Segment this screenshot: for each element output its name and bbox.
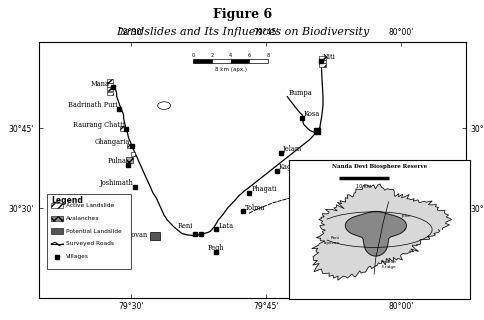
- Text: Villages: Villages: [66, 254, 89, 259]
- Text: Badrinath Puri: Badrinath Puri: [67, 101, 117, 109]
- Text: Mana: Mana: [91, 80, 110, 88]
- Text: 2: 2: [210, 53, 213, 58]
- Bar: [51, 216, 63, 221]
- Text: 4: 4: [228, 53, 232, 58]
- Bar: [106, 92, 113, 95]
- Text: Pulna: Pulna: [107, 157, 126, 165]
- Bar: [318, 63, 325, 67]
- Text: Reni: Reni: [177, 222, 192, 230]
- FancyBboxPatch shape: [47, 194, 130, 269]
- Text: Kaga: Kaga: [277, 163, 295, 171]
- Text: Joshimath: Joshimath: [99, 179, 133, 187]
- Text: Landslides and Its Influences on Biodiversity: Landslides and Its Influences on Biodive…: [116, 27, 368, 37]
- Bar: [130, 152, 135, 156]
- Text: Jona: Jona: [400, 214, 409, 218]
- Bar: [211, 59, 230, 63]
- Text: 6: 6: [247, 53, 251, 58]
- Bar: [106, 79, 113, 83]
- Text: Pegh: Pegh: [207, 244, 224, 252]
- Text: Surveyed Roads: Surveyed Roads: [66, 241, 114, 246]
- Text: Tapovan: Tapovan: [120, 231, 148, 239]
- Bar: [149, 232, 160, 240]
- Bar: [192, 59, 211, 63]
- Text: Legend: Legend: [51, 196, 83, 205]
- Bar: [318, 56, 325, 60]
- Text: Niti: Niti: [322, 53, 334, 61]
- Bar: [249, 59, 268, 63]
- Text: Bumpa: Bumpa: [288, 89, 312, 97]
- Bar: [318, 60, 325, 63]
- Text: 0: 0: [191, 53, 194, 58]
- Bar: [126, 157, 133, 163]
- Polygon shape: [311, 184, 451, 280]
- Bar: [106, 83, 113, 87]
- Text: Ghangaria: Ghangaria: [94, 138, 130, 146]
- Text: Active Landslide: Active Landslide: [66, 203, 114, 208]
- Text: Jelam: Jelam: [282, 145, 301, 153]
- Text: Avalanches: Avalanches: [66, 216, 99, 221]
- Text: Raurang Chatti: Raurang Chatti: [73, 121, 124, 129]
- Text: Figure 6: Figure 6: [212, 8, 272, 21]
- Bar: [120, 126, 125, 131]
- Text: Nanda Devi Biosphere Reserve: Nanda Devi Biosphere Reserve: [331, 164, 426, 169]
- Bar: [51, 203, 63, 208]
- Polygon shape: [345, 212, 406, 256]
- Text: Rindhar
F-ridge: Rindhar F-ridge: [380, 260, 396, 269]
- Bar: [106, 87, 113, 91]
- Bar: [51, 228, 63, 234]
- Text: Lata: Lata: [218, 222, 233, 230]
- Bar: [127, 144, 132, 148]
- Text: 10 km: 10 km: [356, 184, 371, 189]
- Text: 8 km (apx.): 8 km (apx.): [214, 67, 246, 72]
- Text: 8: 8: [266, 53, 270, 58]
- Text: Tolma: Tolma: [244, 204, 265, 212]
- Text: Kosa: Kosa: [303, 110, 319, 118]
- Bar: [230, 59, 249, 63]
- Text: Potential Landslide: Potential Landslide: [66, 228, 121, 234]
- Text: Reni
Tapovan: Reni Tapovan: [322, 236, 339, 245]
- Text: Phagati: Phagati: [251, 185, 276, 193]
